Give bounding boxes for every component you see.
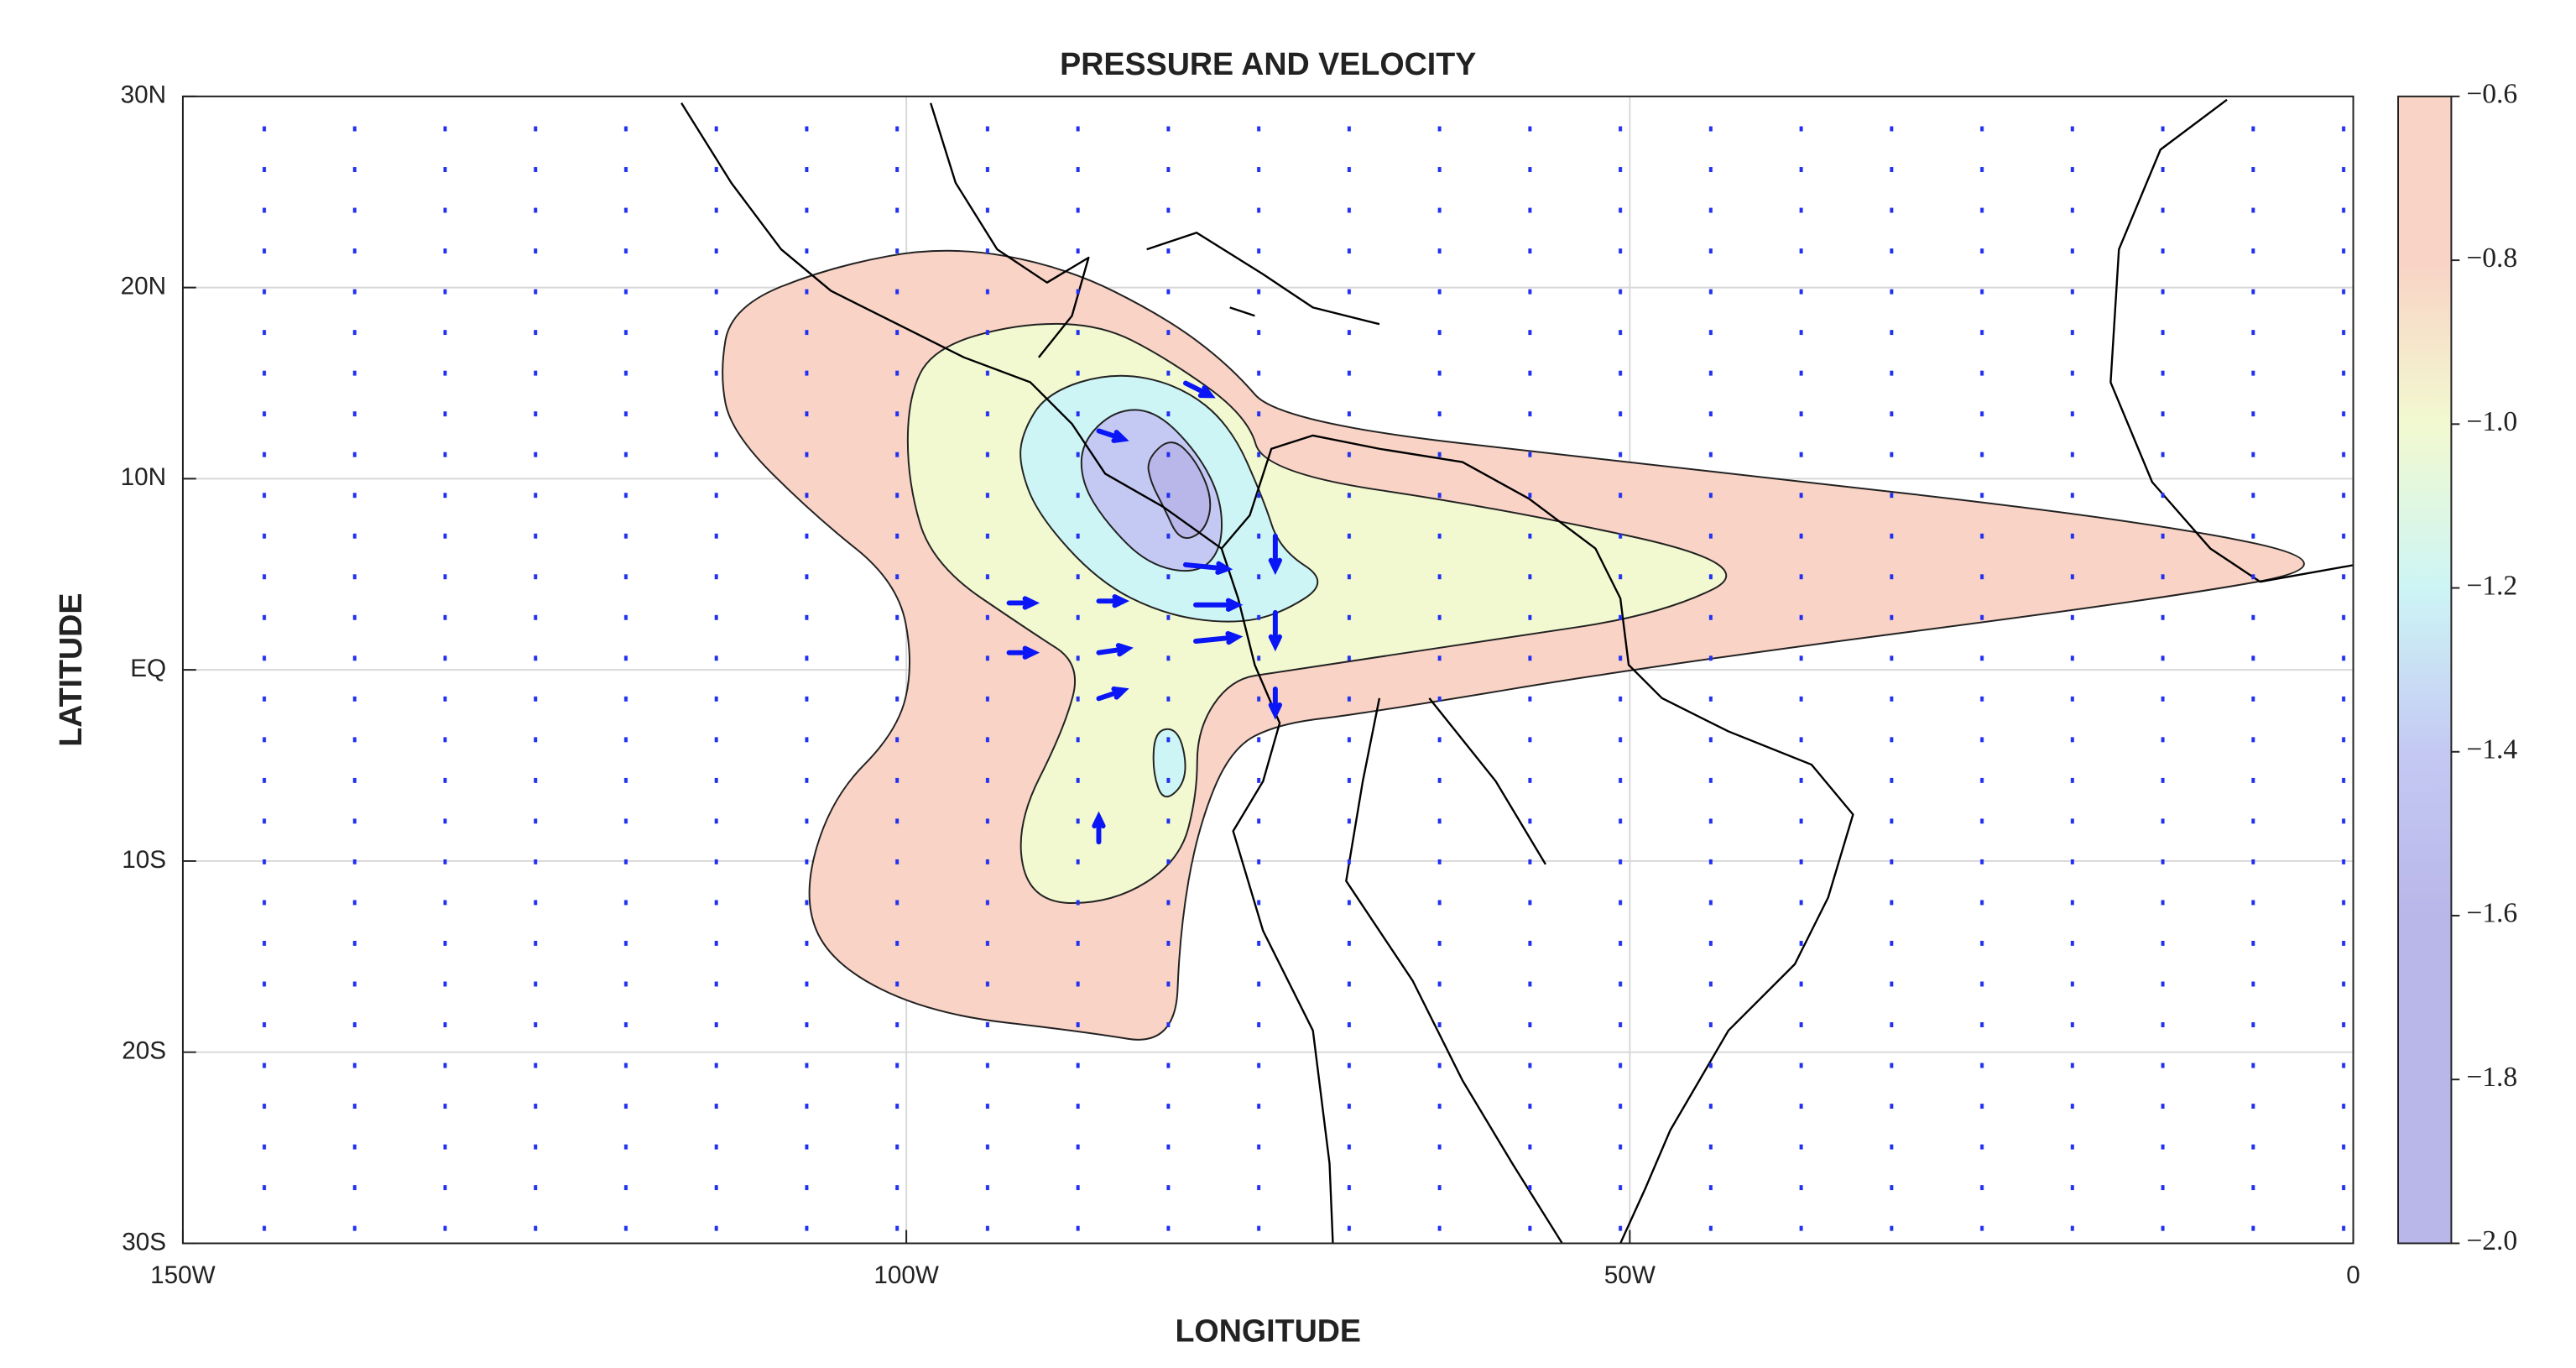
velocity-arrow — [1006, 645, 1040, 660]
y-tick-label: EQ — [130, 655, 166, 682]
velocity-arrow — [1268, 686, 1282, 720]
velocity-arrow — [1193, 631, 1244, 645]
velocity-arrow — [1268, 533, 1282, 576]
velocity-arrow — [1092, 811, 1106, 845]
vector-field-background — [182, 96, 2354, 1244]
colorbar-tick-label: −1.2 — [2466, 570, 2517, 601]
colorbar-tick-label: −0.8 — [2466, 243, 2517, 274]
velocity-arrow — [1268, 609, 1282, 652]
velocity-arrow — [1006, 596, 1040, 610]
velocity-arrow — [1096, 594, 1130, 608]
colorbar-tick-label: −1.0 — [2466, 406, 2517, 437]
y-tick-label: 30N — [121, 81, 166, 109]
velocity-arrow — [1096, 643, 1134, 657]
chart-title: PRESSURE AND VELOCITY — [1060, 46, 1476, 81]
y-tick-label: 30S — [122, 1228, 166, 1256]
x-tick-label: 0 — [2346, 1261, 2360, 1289]
axes: 150W 100W 50W 0 30S 20S 10S EQ 10N 20N 30N — [121, 81, 2360, 1289]
y-tick-label: 20N — [121, 272, 166, 300]
velocity-arrow — [1193, 598, 1244, 612]
velocity-arrow — [1182, 380, 1216, 399]
colorbar-tick-label: −1.6 — [2466, 898, 2517, 929]
colorbar-tick-label: −0.6 — [2466, 79, 2517, 110]
colorbar — [2397, 95, 2453, 1245]
y-axis-label: LATITUDE — [53, 593, 88, 747]
y-tick-label: 10S — [122, 846, 166, 874]
vectors — [1006, 380, 1282, 845]
x-tick-label: 50W — [1604, 1261, 1656, 1289]
colorbar-tick-label: −1.8 — [2466, 1062, 2517, 1093]
x-axis-label: LONGITUDE — [1175, 1313, 1361, 1348]
colorbar-tick-label: −1.4 — [2466, 734, 2517, 765]
x-tick-label: 150W — [150, 1261, 216, 1289]
velocity-arrow — [1096, 428, 1129, 443]
x-tick-label: 100W — [873, 1261, 939, 1289]
velocity-arrow — [1096, 686, 1129, 702]
colorbar-tick-label: −2.0 — [2466, 1225, 2517, 1256]
velocity-arrow — [1182, 561, 1233, 575]
y-tick-label: 10N — [121, 463, 166, 491]
y-tick-label: 20S — [122, 1037, 166, 1065]
